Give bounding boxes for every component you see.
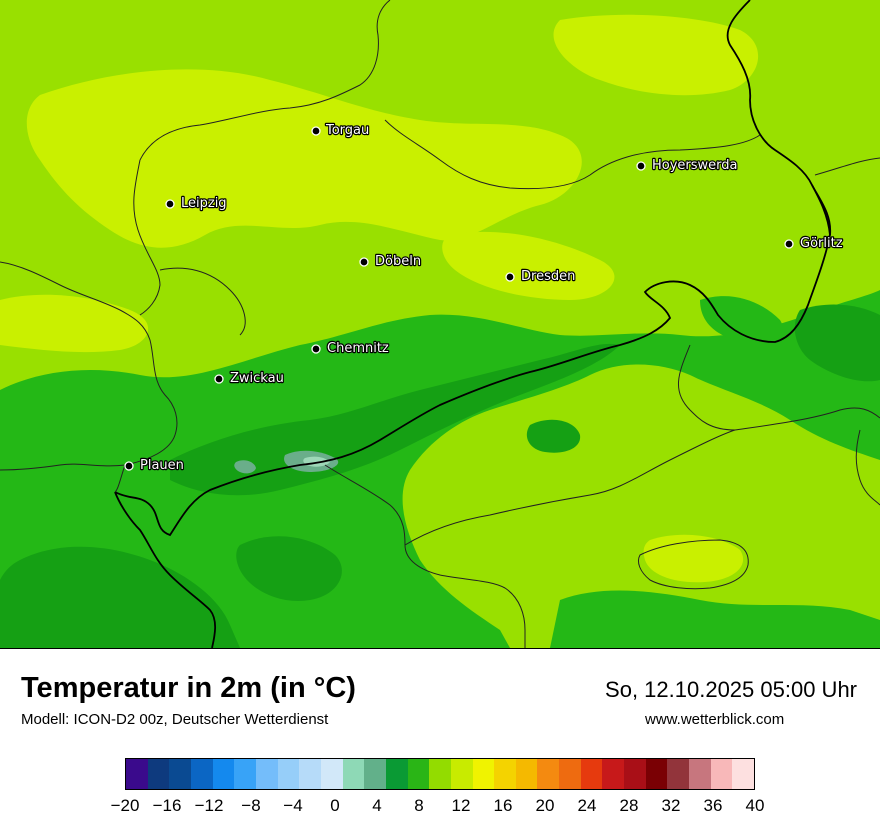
- city-label-leipzig: Leipzig: [181, 196, 227, 211]
- colorbar-tick-label: −16: [152, 796, 182, 815]
- city-label-dresden: Dresden: [521, 269, 575, 284]
- city-marker-hoyerswerda[interactable]: Hoyerswerda: [636, 157, 739, 174]
- zone-t8-10-southwest: [0, 546, 240, 648]
- colorbar-tick-label: −8: [241, 796, 261, 815]
- city-label-chemnitz: Chemnitz: [327, 341, 389, 356]
- colorbar-swatch: [212, 759, 235, 789]
- city-marker-torgau[interactable]: Torgau: [311, 122, 370, 139]
- colorbar-swatch: [602, 759, 625, 789]
- border-plauen-southwest: [114, 491, 217, 648]
- state-border-saxony-west: [133, 159, 161, 316]
- region-border-czech-east: [677, 344, 880, 431]
- colorbar-swatch: [147, 759, 170, 789]
- map-canvas: Torgau Leipzig Hoyerswerda Görlitz Döbel…: [0, 0, 880, 648]
- colorbar-tick-label: 8: [414, 796, 424, 815]
- state-border-saxony-leipzig: [159, 267, 246, 336]
- colorbar-swatch: [234, 759, 256, 789]
- colorbar-tick-label: 32: [661, 796, 681, 815]
- border-germany-czech: [114, 0, 832, 537]
- colorbar-swatch: [580, 759, 603, 789]
- colorbar-tick-label: 24: [577, 796, 597, 815]
- colorbar-tick-label: 28: [619, 796, 639, 815]
- colorbar-tick-label: 12: [451, 796, 471, 815]
- colorbar-tick-label: 36: [703, 796, 723, 815]
- colorbar-tick-label: 40: [745, 796, 765, 815]
- colorbar-tick-label: 20: [535, 796, 555, 815]
- colorbar-swatch: [385, 759, 408, 789]
- map-title: Temperatur in 2m (in °C): [21, 672, 356, 704]
- colorbar-swatch: [645, 759, 668, 789]
- website-link[interactable]: www.wetterblick.com: [645, 711, 785, 728]
- city-label-zwickau: Zwickau: [230, 371, 284, 386]
- region-border-prague: [637, 539, 749, 590]
- colorbar-swatch: [299, 759, 321, 789]
- colorbar-tick-label: 4: [372, 796, 382, 815]
- temperature-map[interactable]: Torgau Leipzig Hoyerswerda Görlitz Döbel…: [0, 0, 880, 649]
- city-marker-doebeln[interactable]: Döbeln: [359, 253, 422, 270]
- colorbar-swatch: [732, 759, 755, 789]
- colorbar-tick-label: 0: [330, 796, 340, 815]
- region-border-czech-west: [324, 464, 526, 648]
- city-marker-dresden[interactable]: Dresden: [505, 268, 577, 285]
- colorbar-swatch: [450, 759, 473, 789]
- colorbar-swatch: [407, 759, 430, 789]
- city-marker-goerlitz[interactable]: Görlitz: [784, 235, 844, 252]
- city-label-goerlitz: Görlitz: [800, 236, 843, 251]
- colorbar-swatch: [537, 759, 560, 789]
- zone-t14-16-northeast: [553, 14, 759, 96]
- colorbar-tick-labels: −20 −16 −12 −8 −4 0 4 8 12 16 20 24 28 32 36 40: [111, 796, 765, 818]
- colorbar-swatch: [667, 759, 690, 789]
- zone-t8-10-east: [794, 304, 880, 382]
- city-marker-chemnitz[interactable]: Chemnitz: [311, 340, 390, 357]
- state-border-saxony-northeast: [384, 119, 761, 190]
- region-border-czech-central: [404, 429, 736, 546]
- temperature-colorbar: [125, 758, 755, 790]
- city-label-doebeln: Döbeln: [375, 254, 421, 269]
- colorbar-swatch: [320, 759, 343, 789]
- forecast-datetime: So, 12.10.2025 05:00 Uhr: [605, 677, 857, 702]
- zone-t8-10-ridge: [170, 343, 620, 496]
- region-border-east-edge: [814, 157, 880, 176]
- colorbar-swatch: [710, 759, 733, 789]
- zone-t14-16-west: [0, 294, 149, 353]
- border-germany-poland: [811, 184, 831, 236]
- colorbar-swatch: [169, 759, 191, 789]
- zone-t10-12-patch-east: [700, 296, 783, 343]
- colorbar-swatch: [559, 759, 581, 789]
- city-label-plauen: Plauen: [140, 458, 184, 473]
- colorbar-tick-label: −12: [194, 796, 224, 815]
- colorbar-swatch: [277, 759, 300, 789]
- zone-t10-12-southeast: [550, 590, 880, 648]
- zone-t14-16-dresden: [442, 231, 615, 300]
- colorbar-swatch: [364, 759, 386, 789]
- state-border-saxony-north: [139, 0, 391, 161]
- city-marker-leipzig[interactable]: Leipzig: [165, 195, 228, 212]
- zone-t14-16-czech: [643, 534, 744, 583]
- city-marker-zwickau[interactable]: Zwickau: [214, 370, 285, 387]
- city-label-torgau: Torgau: [325, 123, 369, 138]
- colorbar-swatch: [624, 759, 646, 789]
- city-label-hoyerswerda: Hoyerswerda: [652, 158, 738, 173]
- colorbar-tick-label: 16: [493, 796, 513, 815]
- state-border-bavaria: [114, 464, 126, 493]
- colorbar-tick-label: −4: [283, 796, 303, 815]
- zone-t8-10-central: [236, 536, 342, 601]
- colorbar-swatch: [494, 759, 516, 789]
- colorbar-swatch: [689, 759, 711, 789]
- colorbar-swatch: [429, 759, 451, 789]
- colorbar-swatch: [472, 759, 495, 789]
- colorbar-tick-label: −20: [110, 796, 140, 815]
- colorbar-swatch: [126, 759, 148, 789]
- colorbar-swatch: [190, 759, 213, 789]
- city-marker-plauen[interactable]: Plauen: [124, 457, 185, 474]
- zone-t4-6-peak-2: [234, 460, 256, 474]
- region-border-east-lower: [855, 429, 880, 506]
- colorbar-swatch: [515, 759, 538, 789]
- colorbar-swatch: [342, 759, 365, 789]
- zone-t8-10-patch-1: [526, 419, 581, 453]
- state-border-thuringia: [0, 261, 178, 471]
- model-info: Modell: ICON-D2 00z, Deutscher Wetterdie…: [21, 711, 329, 728]
- colorbar-swatch: [255, 759, 278, 789]
